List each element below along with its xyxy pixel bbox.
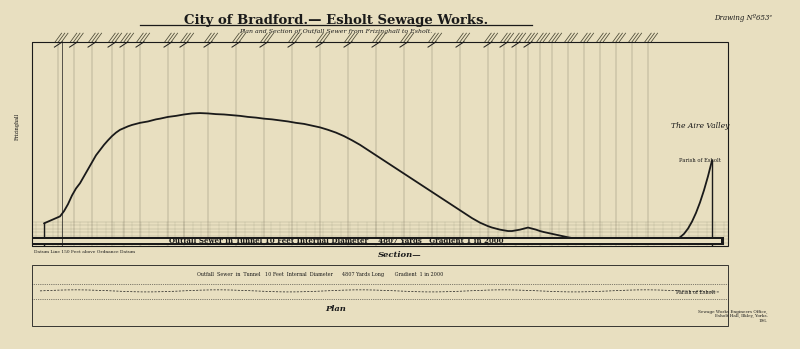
Text: Sewage Works Engineers Office,
Esholt Hall, Ilkley, Yorks.
196.: Sewage Works Engineers Office, Esholt Ha… — [698, 310, 768, 323]
Text: Parish of Esholt: Parish of Esholt — [679, 158, 721, 163]
Text: The Aire Valley: The Aire Valley — [671, 122, 729, 129]
Bar — [32, 237, 724, 245]
Bar — [32, 42, 62, 246]
Text: Datum Line 150 Feet above Ordnance Datum: Datum Line 150 Feet above Ordnance Datum — [34, 250, 134, 254]
Bar — [32, 265, 728, 326]
Text: City of Bradford.— Esholt Sewage Works.: City of Bradford.— Esholt Sewage Works. — [184, 14, 488, 27]
Bar — [32, 42, 728, 246]
Text: Drawing Nº653ᵉ: Drawing Nº653ᵉ — [714, 14, 772, 22]
Text: Outfall Sewer in Tunnel 10 Feet Internal Diameter    4807 Yards   Gradient 1 in : Outfall Sewer in Tunnel 10 Feet Internal… — [169, 237, 503, 245]
Text: Frizinghall: Frizinghall — [15, 113, 20, 140]
Text: Plan and Section of Outfall Sewer from Frizinghall to Esholt.: Plan and Section of Outfall Sewer from F… — [239, 29, 433, 34]
Bar — [33, 239, 721, 243]
Text: Outfall  Sewer  in  Tunnel   10 Feet  Internal  Diameter      4807 Yards Long   : Outfall Sewer in Tunnel 10 Feet Internal… — [197, 273, 443, 277]
Text: Section—: Section— — [378, 251, 422, 259]
Text: Parish of Esholt: Parish of Esholt — [676, 290, 716, 295]
Text: Plan: Plan — [326, 305, 346, 313]
